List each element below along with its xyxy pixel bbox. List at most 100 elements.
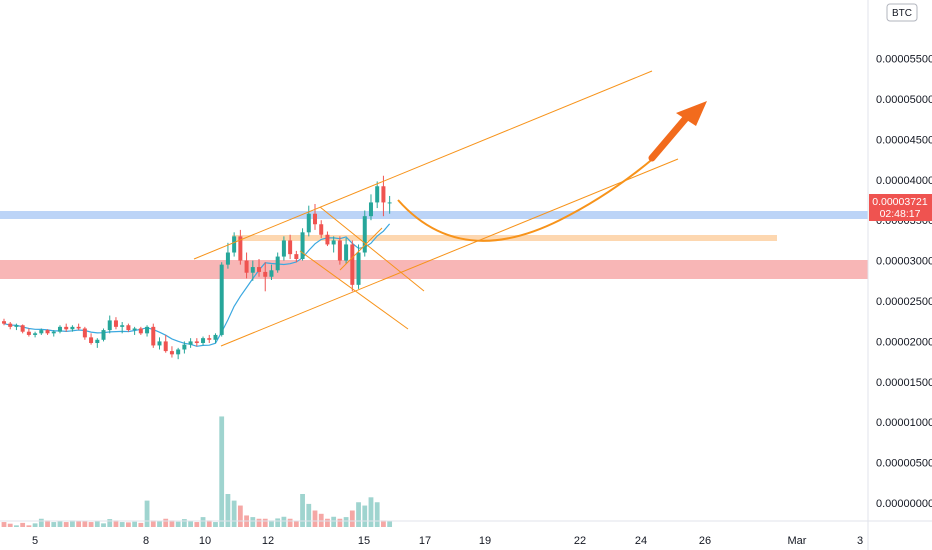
time-tick-label: 22: [574, 535, 586, 547]
volume-bar: [14, 525, 19, 527]
price-axis[interactable]: 0.00005500 0.00005000 0.00004500 0.00004000…: [876, 54, 932, 510]
price-tick-label: 0.00004000: [876, 175, 932, 187]
candle-body: [2, 321, 6, 324]
flag-line-bottom: [299, 250, 409, 330]
candle-body: [8, 323, 13, 327]
volume-bar: [26, 525, 32, 527]
time-tick-label: 8: [143, 535, 149, 547]
last-price-marker: 0.00003721 02:48:17: [869, 194, 932, 221]
volume-bar: [219, 416, 225, 527]
volume-bar: [206, 520, 212, 527]
candle-body: [26, 331, 31, 335]
candle-body: [176, 349, 181, 355]
flag-line-top: [319, 206, 425, 292]
last-price-countdown: 02:48:17: [880, 208, 921, 220]
volume-bar: [38, 518, 44, 527]
last-price-value: 0.00003721: [872, 196, 928, 208]
candle-body: [107, 320, 112, 331]
volume-bar: [356, 502, 361, 527]
candle-body: [151, 326, 156, 346]
volume-bar: [237, 505, 243, 527]
candle-body: [194, 341, 199, 344]
volume-bar: [1, 522, 7, 527]
volume-bar: [107, 519, 113, 527]
candle-body: [368, 202, 373, 217]
price-candles: [2, 175, 392, 360]
candle-body: [344, 244, 349, 261]
candle-body: [269, 270, 274, 277]
price-tick-label: 0.00003000: [876, 256, 932, 268]
moving-average-line: [3, 223, 391, 347]
volume-bar: [88, 522, 94, 527]
time-tick-label: 17: [419, 535, 431, 547]
candle-body: [257, 267, 262, 272]
volume-bar: [126, 522, 131, 527]
time-tick-label: 3: [857, 535, 863, 547]
volume-bar: [150, 520, 156, 527]
candle-body: [238, 236, 243, 261]
volume-bar: [213, 522, 218, 527]
candle-body: [288, 240, 293, 255]
currency-badge: BTC: [886, 3, 918, 22]
volume-bar: [194, 522, 200, 527]
candle-body: [387, 202, 392, 204]
volume-bar: [368, 497, 374, 527]
candle-body: [145, 326, 150, 334]
volume-bar: [76, 521, 82, 527]
candle-body: [281, 240, 286, 257]
volume-bar: [157, 520, 162, 527]
candle-body: [70, 326, 75, 330]
time-axis[interactable]: 5 8 10 12 15 17 19 22 24 26 Mar 3: [32, 535, 863, 547]
candle-body: [350, 244, 355, 285]
volume-bar: [57, 520, 63, 527]
candle-body: [319, 224, 324, 235]
channel-upper-line: [193, 70, 653, 260]
time-tick-label: 26: [699, 535, 711, 547]
projection-arrow: [648, 101, 707, 162]
time-tick-label: 15: [358, 535, 370, 547]
time-tick-label: 10: [199, 535, 211, 547]
price-tick-label: 0.00005000: [876, 94, 932, 106]
volume-bar: [374, 502, 380, 527]
volume-bar: [70, 520, 75, 527]
candle-body: [244, 260, 249, 273]
candle-body: [362, 216, 367, 253]
price-tick-label: 0.00002000: [876, 336, 932, 348]
time-tick-label: 12: [262, 535, 274, 547]
volume-bar: [349, 510, 355, 527]
volume-bar: [132, 521, 138, 527]
volume-bar: [32, 523, 38, 527]
volume-bar: [306, 503, 312, 527]
volume-bar: [200, 517, 206, 527]
candle-body: [300, 232, 305, 259]
volume-bar: [256, 518, 262, 527]
volume-bar: [144, 500, 150, 527]
candle-body: [101, 330, 106, 340]
volume-bar: [20, 522, 26, 527]
projection-curve: [397, 156, 656, 242]
candle-body: [306, 213, 311, 233]
volume-bar: [262, 518, 268, 527]
candle-body: [51, 331, 56, 334]
candle-body: [95, 339, 100, 344]
volume-bar: [387, 520, 393, 527]
candle-body: [120, 325, 125, 327]
resistance-zone-red: [0, 260, 868, 279]
time-tick-label: 5: [32, 535, 38, 547]
price-tick-label: 0.00001500: [876, 377, 932, 389]
candle-body: [76, 326, 81, 329]
candle-body: [375, 186, 380, 203]
volume-bar: [287, 518, 293, 527]
volume-bar: [281, 516, 287, 527]
volume-bar: [188, 520, 193, 527]
time-tick-label: 24: [635, 535, 647, 547]
candle-body: [381, 186, 386, 203]
candle-body: [89, 337, 94, 344]
resistance-zone-blue: [0, 211, 868, 219]
volume-bar: [181, 519, 187, 527]
trend-drawings: [193, 70, 679, 347]
candle-body: [20, 325, 25, 332]
candle-body: [207, 338, 212, 340]
